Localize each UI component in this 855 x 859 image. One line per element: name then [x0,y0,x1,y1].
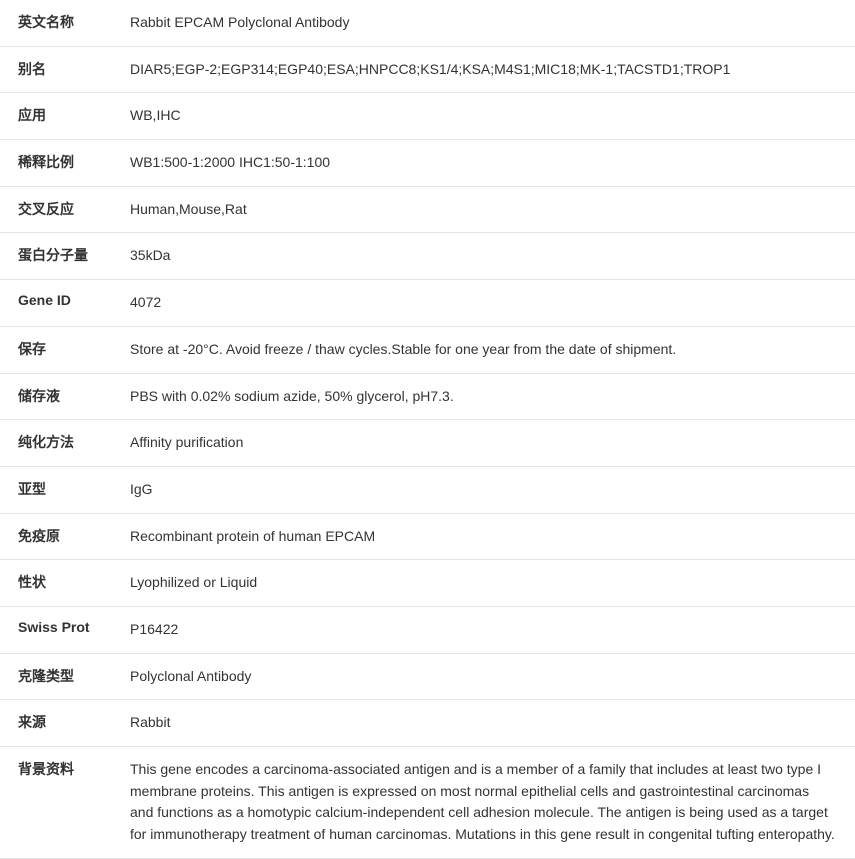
row-value: Affinity purification [120,420,855,467]
table-row: 别名 DIAR5;EGP-2;EGP314;EGP40;ESA;HNPCC8;K… [0,46,855,93]
row-value: Store at -20°C. Avoid freeze / thaw cycl… [120,326,855,373]
row-label: 背景资料 [0,747,120,859]
row-label: Swiss Prot [0,606,120,653]
table-row: 亚型 IgG [0,466,855,513]
table-row: 交叉反应 Human,Mouse,Rat [0,186,855,233]
table-row: 储存液 PBS with 0.02% sodium azide, 50% gly… [0,373,855,420]
table-row: 稀释比例 WB1:500-1:2000 IHC1:50-1:100 [0,140,855,187]
table-row: 来源 Rabbit [0,700,855,747]
row-label: 稀释比例 [0,140,120,187]
table-row: 英文名称 Rabbit EPCAM Polyclonal Antibody [0,0,855,46]
row-label: 保存 [0,326,120,373]
antibody-spec-table: 英文名称 Rabbit EPCAM Polyclonal Antibody 别名… [0,0,855,859]
table-row: 纯化方法 Affinity purification [0,420,855,467]
row-value: DIAR5;EGP-2;EGP314;EGP40;ESA;HNPCC8;KS1/… [120,46,855,93]
table-row: 克隆类型 Polyclonal Antibody [0,653,855,700]
spec-table-body: 英文名称 Rabbit EPCAM Polyclonal Antibody 别名… [0,0,855,858]
table-row: 保存 Store at -20°C. Avoid freeze / thaw c… [0,326,855,373]
row-label: 英文名称 [0,0,120,46]
row-value: Rabbit [120,700,855,747]
table-row: 背景资料 This gene encodes a carcinoma-assoc… [0,747,855,859]
row-value: 35kDa [120,233,855,280]
row-value: WB,IHC [120,93,855,140]
row-value: Lyophilized or Liquid [120,560,855,607]
row-label: 免疫原 [0,513,120,560]
table-row: Swiss Prot P16422 [0,606,855,653]
table-row: Gene ID 4072 [0,280,855,327]
row-value: PBS with 0.02% sodium azide, 50% glycero… [120,373,855,420]
row-label: 克隆类型 [0,653,120,700]
row-value: This gene encodes a carcinoma-associated… [120,747,855,859]
row-label: 亚型 [0,466,120,513]
table-row: 免疫原 Recombinant protein of human EPCAM [0,513,855,560]
table-row: 应用 WB,IHC [0,93,855,140]
row-value: WB1:500-1:2000 IHC1:50-1:100 [120,140,855,187]
row-value: Recombinant protein of human EPCAM [120,513,855,560]
row-label: 蛋白分子量 [0,233,120,280]
row-label: 交叉反应 [0,186,120,233]
row-value: 4072 [120,280,855,327]
row-label: Gene ID [0,280,120,327]
row-label: 储存液 [0,373,120,420]
row-label: 性状 [0,560,120,607]
row-label: 来源 [0,700,120,747]
row-label: 应用 [0,93,120,140]
row-value: IgG [120,466,855,513]
row-value: Polyclonal Antibody [120,653,855,700]
table-row: 性状 Lyophilized or Liquid [0,560,855,607]
row-value: Human,Mouse,Rat [120,186,855,233]
row-label: 别名 [0,46,120,93]
row-label: 纯化方法 [0,420,120,467]
row-value: Rabbit EPCAM Polyclonal Antibody [120,0,855,46]
row-value: P16422 [120,606,855,653]
table-row: 蛋白分子量 35kDa [0,233,855,280]
